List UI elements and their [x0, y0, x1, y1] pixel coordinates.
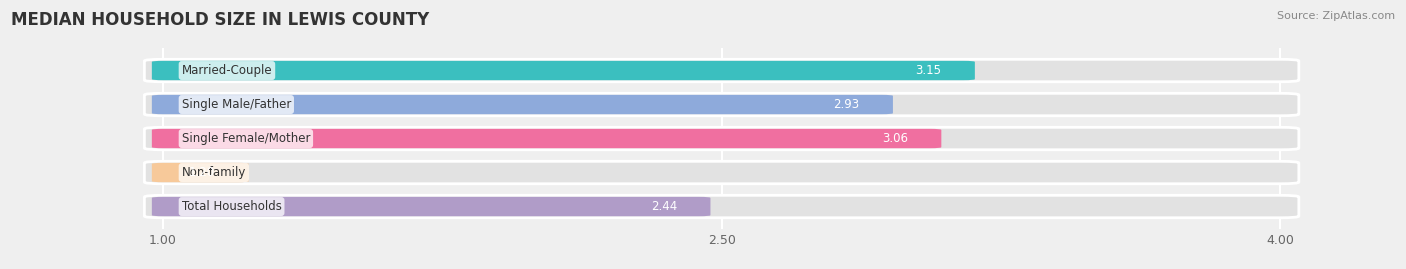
Text: 3.15: 3.15: [915, 64, 942, 77]
FancyBboxPatch shape: [145, 93, 1299, 116]
FancyBboxPatch shape: [152, 197, 710, 216]
Text: 3.06: 3.06: [882, 132, 908, 145]
FancyBboxPatch shape: [145, 195, 1299, 218]
Text: Single Male/Father: Single Male/Father: [181, 98, 291, 111]
FancyBboxPatch shape: [145, 127, 1299, 150]
Text: Married-Couple: Married-Couple: [181, 64, 273, 77]
FancyBboxPatch shape: [145, 59, 1299, 82]
Text: 2.44: 2.44: [651, 200, 676, 213]
FancyBboxPatch shape: [152, 95, 893, 114]
FancyBboxPatch shape: [152, 61, 974, 80]
Text: 2.93: 2.93: [834, 98, 859, 111]
Text: Non-family: Non-family: [181, 166, 246, 179]
Text: MEDIAN HOUSEHOLD SIZE IN LEWIS COUNTY: MEDIAN HOUSEHOLD SIZE IN LEWIS COUNTY: [11, 11, 429, 29]
FancyBboxPatch shape: [152, 163, 249, 182]
Text: Total Households: Total Households: [181, 200, 281, 213]
Text: Single Female/Mother: Single Female/Mother: [181, 132, 311, 145]
FancyBboxPatch shape: [145, 161, 1299, 184]
Text: Source: ZipAtlas.com: Source: ZipAtlas.com: [1277, 11, 1395, 21]
Text: 1.20: 1.20: [188, 166, 215, 179]
FancyBboxPatch shape: [152, 129, 942, 148]
